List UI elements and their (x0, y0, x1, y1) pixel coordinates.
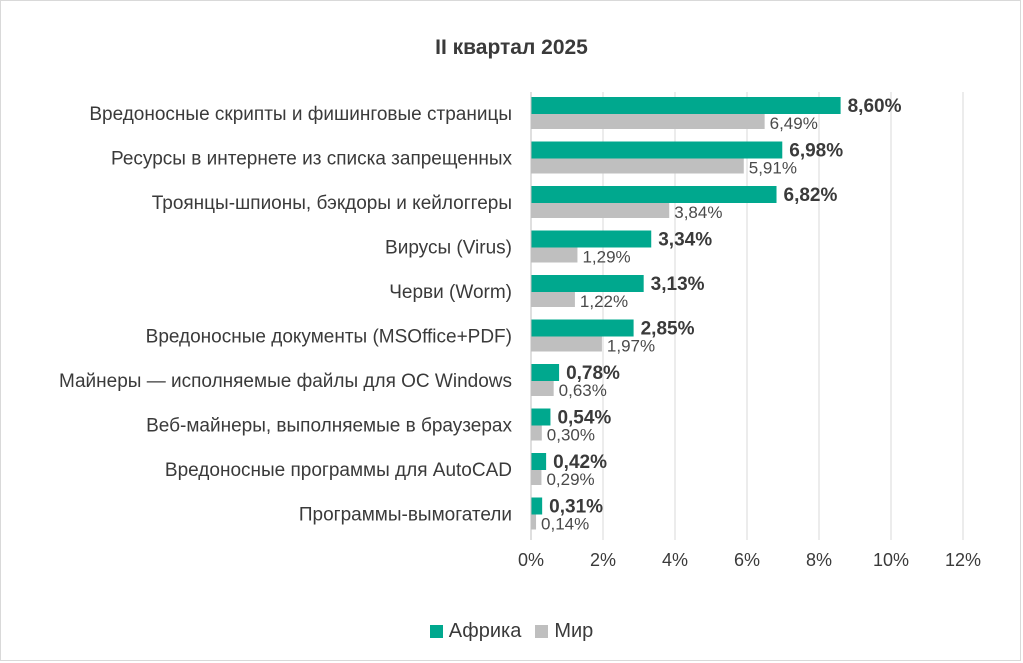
data-label-world: 0,30% (547, 426, 595, 445)
bar-world (531, 114, 765, 129)
bar-world (531, 292, 575, 307)
bar-africa (531, 408, 551, 426)
data-label-world: 0,14% (541, 515, 589, 534)
bar-world (531, 470, 542, 485)
legend-swatch-world (535, 625, 549, 638)
category-label: Ресурсы в интернете из списка запрещенны… (111, 149, 512, 170)
bar-world (531, 514, 537, 530)
bar-world (531, 158, 744, 174)
bar-africa (531, 230, 652, 248)
legend: Африка Мир (0, 620, 1023, 643)
x-tick-label: 0% (518, 550, 544, 570)
category-label: Вредоносные программы для AutoCAD (165, 460, 512, 481)
data-label-world: 3,84% (674, 203, 722, 222)
chart-title: II квартал 2025 (435, 36, 588, 59)
legend-swatch-africa (429, 625, 443, 638)
category-label: Веб-майнеры, выполняемые в браузерах (146, 416, 512, 437)
data-label-world: 1,29% (582, 248, 630, 267)
data-label-world: 6,49% (770, 114, 818, 133)
bar-africa (531, 497, 543, 515)
data-label-world: 1,22% (580, 292, 628, 311)
x-tick-label: 4% (662, 550, 688, 570)
bar-africa (531, 186, 777, 203)
category-label: Майнеры — исполняемые файлы для ОС Windo… (59, 371, 512, 392)
data-label-africa: 6,98% (789, 141, 843, 162)
bar-africa (531, 364, 560, 381)
category-label: Вредоносные документы (MSOffice+PDF) (146, 327, 512, 348)
bar-africa (531, 275, 644, 292)
x-tick-label: 6% (734, 550, 760, 570)
category-label: Вирусы (Virus) (385, 238, 512, 259)
x-tick-label: 8% (806, 550, 832, 570)
category-label: Программы-вымогатели (299, 505, 512, 526)
data-label-world: 0,63% (559, 381, 607, 400)
bar-world (531, 203, 670, 218)
bar-africa (531, 319, 634, 337)
legend-item-world: Мир (535, 620, 593, 643)
legend-label-africa: Африка (448, 620, 522, 642)
bar-world (531, 381, 554, 396)
bar-africa (531, 141, 783, 159)
category-label: Вредоносные скрипты и фишинговые страниц… (89, 104, 512, 125)
x-tick-label: 12% (945, 550, 981, 570)
data-label-africa: 8,60% (848, 96, 902, 117)
x-tick-label: 10% (873, 550, 909, 570)
x-tick-label: 2% (590, 550, 616, 570)
bar-world (531, 336, 602, 352)
bar-africa (531, 453, 547, 470)
category-label: Троянцы-шпионы, бэкдоры и кейлоггеры (152, 193, 512, 214)
data-label-africa: 0,78% (566, 363, 620, 384)
data-label-world: 5,91% (749, 159, 797, 178)
legend-label-world: Мир (554, 620, 594, 642)
data-label-world: 1,97% (607, 337, 655, 356)
data-label-africa: 0,42% (553, 452, 607, 473)
bar-world (531, 425, 542, 441)
data-label-africa: 0,54% (557, 408, 611, 429)
data-label-africa: 2,85% (641, 319, 695, 340)
data-label-africa: 0,31% (549, 497, 603, 518)
data-label-africa: 3,13% (651, 274, 705, 295)
data-label-world: 0,29% (546, 470, 594, 489)
bar-world (531, 247, 578, 263)
bar-chart: 0% 2% 4% 6% 8% 10% 12% Вредоносные скрипты и фи… (59, 92, 981, 570)
category-label: Черви (Worm) (389, 282, 512, 303)
bar-africa (531, 97, 841, 114)
data-label-africa: 6,82% (784, 185, 838, 206)
legend-item-africa: Африка (429, 620, 522, 643)
data-label-africa: 3,34% (658, 230, 712, 251)
